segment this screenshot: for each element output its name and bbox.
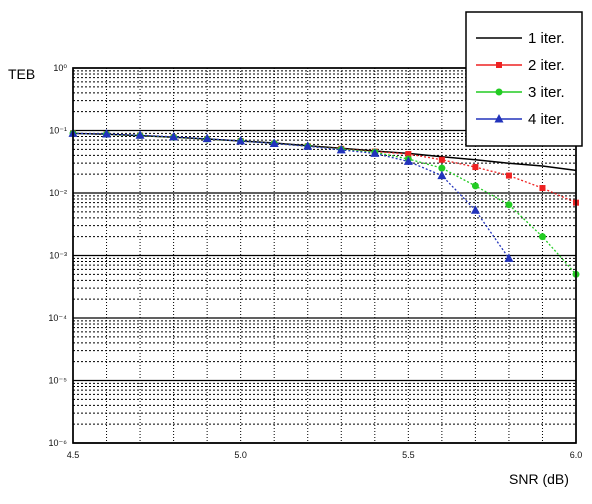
x-tick-label: 5.0 (234, 450, 247, 460)
data-point-circle (538, 233, 546, 241)
series-layer (68, 128, 580, 278)
data-point-triangle (102, 128, 112, 138)
x-tick-label: 6.0 (570, 450, 583, 460)
data-point-circle (505, 201, 513, 209)
data-point-square (405, 151, 412, 158)
series-1-iter (72, 132, 577, 172)
data-point-circle (495, 88, 503, 96)
y-tick-labels: 10⁰ 10⁻¹ 10⁻² 10⁻³ 10⁻⁴ 10⁻⁵ 10⁻⁶ (48, 63, 67, 448)
x-tick-label: 4.5 (67, 450, 80, 460)
y-tick-label: 10⁰ (53, 63, 67, 73)
data-point-triangle (504, 253, 514, 262)
x-tick-label: 5.5 (402, 450, 415, 460)
x-axis-title: SNR (dB) (509, 471, 569, 487)
y-tick-label: 10⁻⁵ (49, 376, 68, 386)
data-point-triangle (303, 141, 313, 150)
data-point-square (496, 62, 502, 68)
series-line (72, 132, 577, 204)
y-tick-label: 10⁻¹ (49, 126, 67, 136)
data-point-square (438, 156, 445, 163)
data-point-square (539, 185, 546, 192)
data-point-square (505, 172, 512, 179)
plot-border (72, 67, 577, 444)
data-point-triangle (169, 131, 179, 141)
legend-label: 4 iter. (528, 111, 565, 128)
data-point-triangle (236, 135, 246, 145)
data-point-square (472, 164, 479, 171)
x-tick-labels: 4.5 5.0 5.5 6.0 (67, 450, 583, 460)
data-point-triangle (437, 170, 447, 180)
data-point-triangle (494, 114, 504, 123)
y-tick-label: 10⁻⁴ (48, 313, 67, 323)
y-tick-label: 10⁻² (49, 188, 67, 198)
y-tick-label: 10⁻⁶ (49, 438, 68, 448)
y-axis-title: TEB (8, 66, 35, 82)
data-point-circle (471, 182, 479, 190)
series-line (72, 132, 577, 172)
data-point-circle (438, 164, 446, 172)
data-point-triangle (370, 148, 380, 157)
data-point-triangle (403, 156, 413, 165)
legend-box (465, 11, 583, 147)
data-point-triangle (269, 138, 279, 147)
legend-label: 3 iter. (528, 84, 565, 101)
legend-label: 2 iter. (528, 57, 565, 74)
series-line (72, 132, 510, 259)
series-4-iter (68, 128, 514, 262)
data-point-triangle (336, 144, 346, 154)
legend: 1 iter. 2 iter. 3 iter. 4 iter. (465, 11, 583, 147)
y-tick-label: 10⁻³ (49, 251, 67, 261)
grid-lines (73, 68, 576, 444)
data-point-triangle (470, 205, 480, 214)
legend-label: 1 iter. (528, 30, 565, 47)
data-point-triangle (202, 133, 212, 143)
data-point-triangle (135, 130, 145, 139)
series-line (72, 132, 577, 275)
